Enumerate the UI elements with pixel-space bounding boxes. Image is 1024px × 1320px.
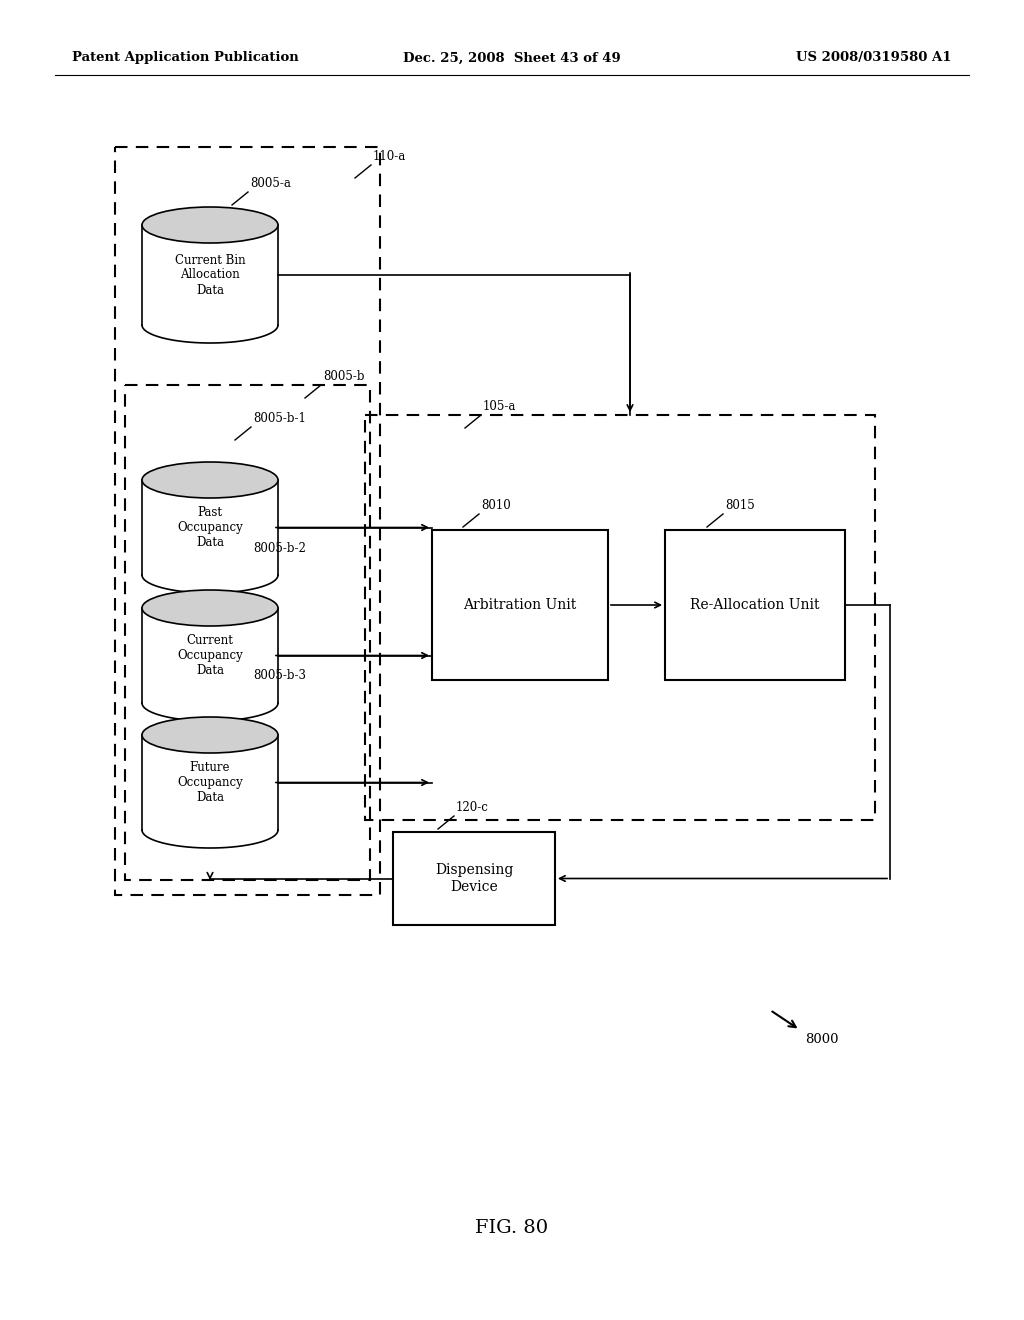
Text: Current Bin
Allocation
Data: Current Bin Allocation Data [175, 253, 246, 297]
Text: 8000: 8000 [805, 1034, 839, 1045]
Ellipse shape [142, 717, 278, 752]
Text: Current
Occupancy
Data: Current Occupancy Data [177, 634, 243, 677]
Bar [432, 531, 608, 680]
Ellipse shape [142, 590, 278, 626]
Text: 8005-b-1: 8005-b-1 [253, 412, 306, 425]
Bar [665, 531, 845, 680]
Text: 110-a: 110-a [373, 150, 407, 162]
Text: 8010: 8010 [481, 499, 511, 512]
Bar [365, 414, 874, 820]
Ellipse shape [142, 462, 278, 498]
Text: US 2008/0319580 A1: US 2008/0319580 A1 [797, 51, 952, 65]
Text: Past
Occupancy
Data: Past Occupancy Data [177, 506, 243, 549]
Text: 8005-b-2: 8005-b-2 [253, 543, 306, 554]
Text: 8005-a: 8005-a [250, 177, 291, 190]
Text: 8005-b: 8005-b [323, 370, 365, 383]
Bar [393, 832, 555, 925]
Ellipse shape [142, 207, 278, 243]
Text: Dec. 25, 2008  Sheet 43 of 49: Dec. 25, 2008 Sheet 43 of 49 [403, 51, 621, 65]
Text: Future
Occupancy
Data: Future Occupancy Data [177, 762, 243, 804]
Text: Arbitration Unit: Arbitration Unit [464, 598, 577, 612]
Bar [142, 735, 278, 830]
Text: FIG. 80: FIG. 80 [475, 1218, 549, 1237]
Text: Dispensing
Device: Dispensing Device [435, 863, 513, 894]
Text: 8005-b-3: 8005-b-3 [253, 669, 306, 682]
Text: Patent Application Publication: Patent Application Publication [72, 51, 299, 65]
Bar [142, 609, 278, 704]
Text: 105-a: 105-a [483, 400, 516, 413]
Bar [142, 224, 278, 325]
Bar [125, 385, 370, 880]
Text: 8015: 8015 [725, 499, 755, 512]
Text: Re-Allocation Unit: Re-Allocation Unit [690, 598, 820, 612]
Text: 120-c: 120-c [456, 801, 488, 814]
Bar [142, 480, 278, 576]
Bar [115, 147, 380, 895]
